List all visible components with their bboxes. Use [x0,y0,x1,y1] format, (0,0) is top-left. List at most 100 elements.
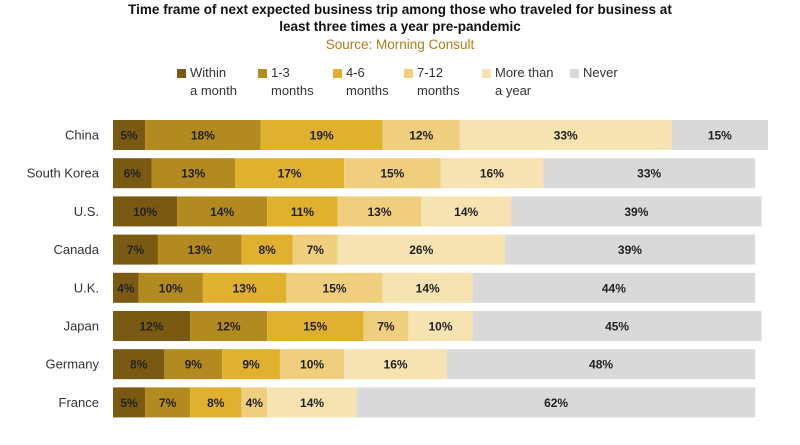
legend-label: Never [583,64,618,82]
bar-value-label: 62% [544,396,568,410]
bar-segment [286,272,383,303]
bar-value-label: 33% [637,167,661,181]
bar-segment [113,196,178,227]
bar-value-label: 6% [124,167,142,181]
bar-value-label: 10% [300,358,324,372]
bar-row: U.S. 10% 14% 11% 13% 14% 39% [74,196,762,227]
legend-swatch [258,69,267,78]
bar-segment [472,311,762,341]
bar-segment [157,234,242,265]
bar-value-label: 48% [589,358,613,372]
bar-value-label: 44% [602,281,626,295]
bar-segment [440,158,544,189]
legend-label-line: months [271,83,314,98]
bar-value-label: 14% [454,205,478,219]
bar-value-label: 14% [416,281,440,295]
bar-segment [382,272,473,303]
row-label: China [65,128,100,143]
bar-segment [459,120,672,150]
bar-value-label: 12% [140,320,164,334]
bar-segment [113,349,165,380]
bar-value-label: 12% [217,320,241,334]
bar-value-label: 9% [242,358,260,372]
bar-segment [113,234,158,265]
bar-row: Japan 12% 12% 15% 7% 10% 45% [64,311,762,341]
legend-label-line: months [417,83,460,98]
bar-segment [202,272,287,303]
bar-row: Canada 7% 13% 8% 7% 26% 39% [53,234,756,265]
bar-value-label: 7% [159,396,177,410]
bar-value-label: 10% [428,320,452,334]
bar-value-label: 13% [188,243,212,257]
bar-segment [357,387,756,418]
bar-value-label: 15% [708,129,732,143]
bar-value-label: 7% [307,243,325,257]
bar-row: France 5% 7% 8% 4% 14% 62% [59,387,756,418]
bar-row: South Korea 6% 13% 17% 15% 16% 33% [27,158,756,189]
bar-value-label: 39% [624,205,648,219]
legend-label-line: Never [583,65,618,80]
bar-value-label: 4% [246,396,264,410]
bar-value-label: 10% [159,281,183,295]
bar-segment [504,234,756,265]
bar-segment [235,158,345,189]
bar-value-label: 8% [207,396,225,410]
legend-label: 4-6 months [346,64,389,100]
chart-legend: Within a month 1-3 months 4-6 months 7-12 month… [0,64,800,104]
bar-value-label: 10% [133,205,157,219]
bar-segment [671,120,768,150]
bar-row: Germany 8% 9% 9% 10% 16% 48% [46,349,756,380]
bar-segment [164,349,223,380]
bar-value-label: 8% [130,358,148,372]
legend-label-line: months [346,83,389,98]
bar-segment [241,234,293,265]
bar-segment [382,120,460,150]
bar-segment [337,196,422,227]
bar-value-label: 14% [210,205,234,219]
bar-segment [145,120,261,150]
legend-label: 7-12 months [417,64,460,100]
bar-segment [113,387,146,418]
bar-segment [344,158,441,189]
bar-segment [472,272,756,303]
bar-value-label: 5% [120,129,138,143]
bar-value-label: 17% [278,167,302,181]
bar-value-label: 39% [618,243,642,257]
chart-title: Time frame of next expected business tri… [0,1,800,35]
bar-segment [363,311,409,341]
bar-segment [267,311,364,341]
chart-title-line-2: least three times a year pre-pandemic [279,19,521,34]
bar-segment [113,158,152,189]
legend-label-line: 1-3 [271,65,290,80]
row-label: France [59,395,99,410]
bar-value-label: 7% [127,243,145,257]
bar-value-label: 26% [409,243,433,257]
bar-value-label: 16% [384,358,408,372]
bar-row: China 5% 18% 19% 12% 33% 15% [65,120,768,150]
legend-swatch [482,69,491,78]
bar-segment [190,387,242,418]
legend-label-line: Within [190,65,227,80]
bar-value-label: 13% [367,205,391,219]
bar-segment [113,272,139,303]
bar-row: U.K. 4% 10% 13% 15% 14% 44% [74,272,756,303]
legend-label: More than a year [495,64,554,100]
bar-value-label: 13% [233,281,257,295]
bar-value-label: 5% [120,396,138,410]
bar-segment [138,272,203,303]
bar-value-label: 14% [300,396,324,410]
bar-segment [151,158,236,189]
bar-segment [279,349,345,380]
bar-value-label: 11% [291,205,315,219]
bar-segment [446,349,756,380]
row-label: South Korea [27,166,100,181]
bar-value-label: 16% [480,167,504,181]
legend-swatch [404,69,413,78]
bar-segment [241,387,268,418]
chart-source: Source: Morning Consult [325,37,475,52]
bar-segment [190,311,268,341]
bar-value-label: 4% [117,281,135,295]
legend-swatch [570,69,579,78]
legend-label-line: 7-12 [417,65,444,80]
